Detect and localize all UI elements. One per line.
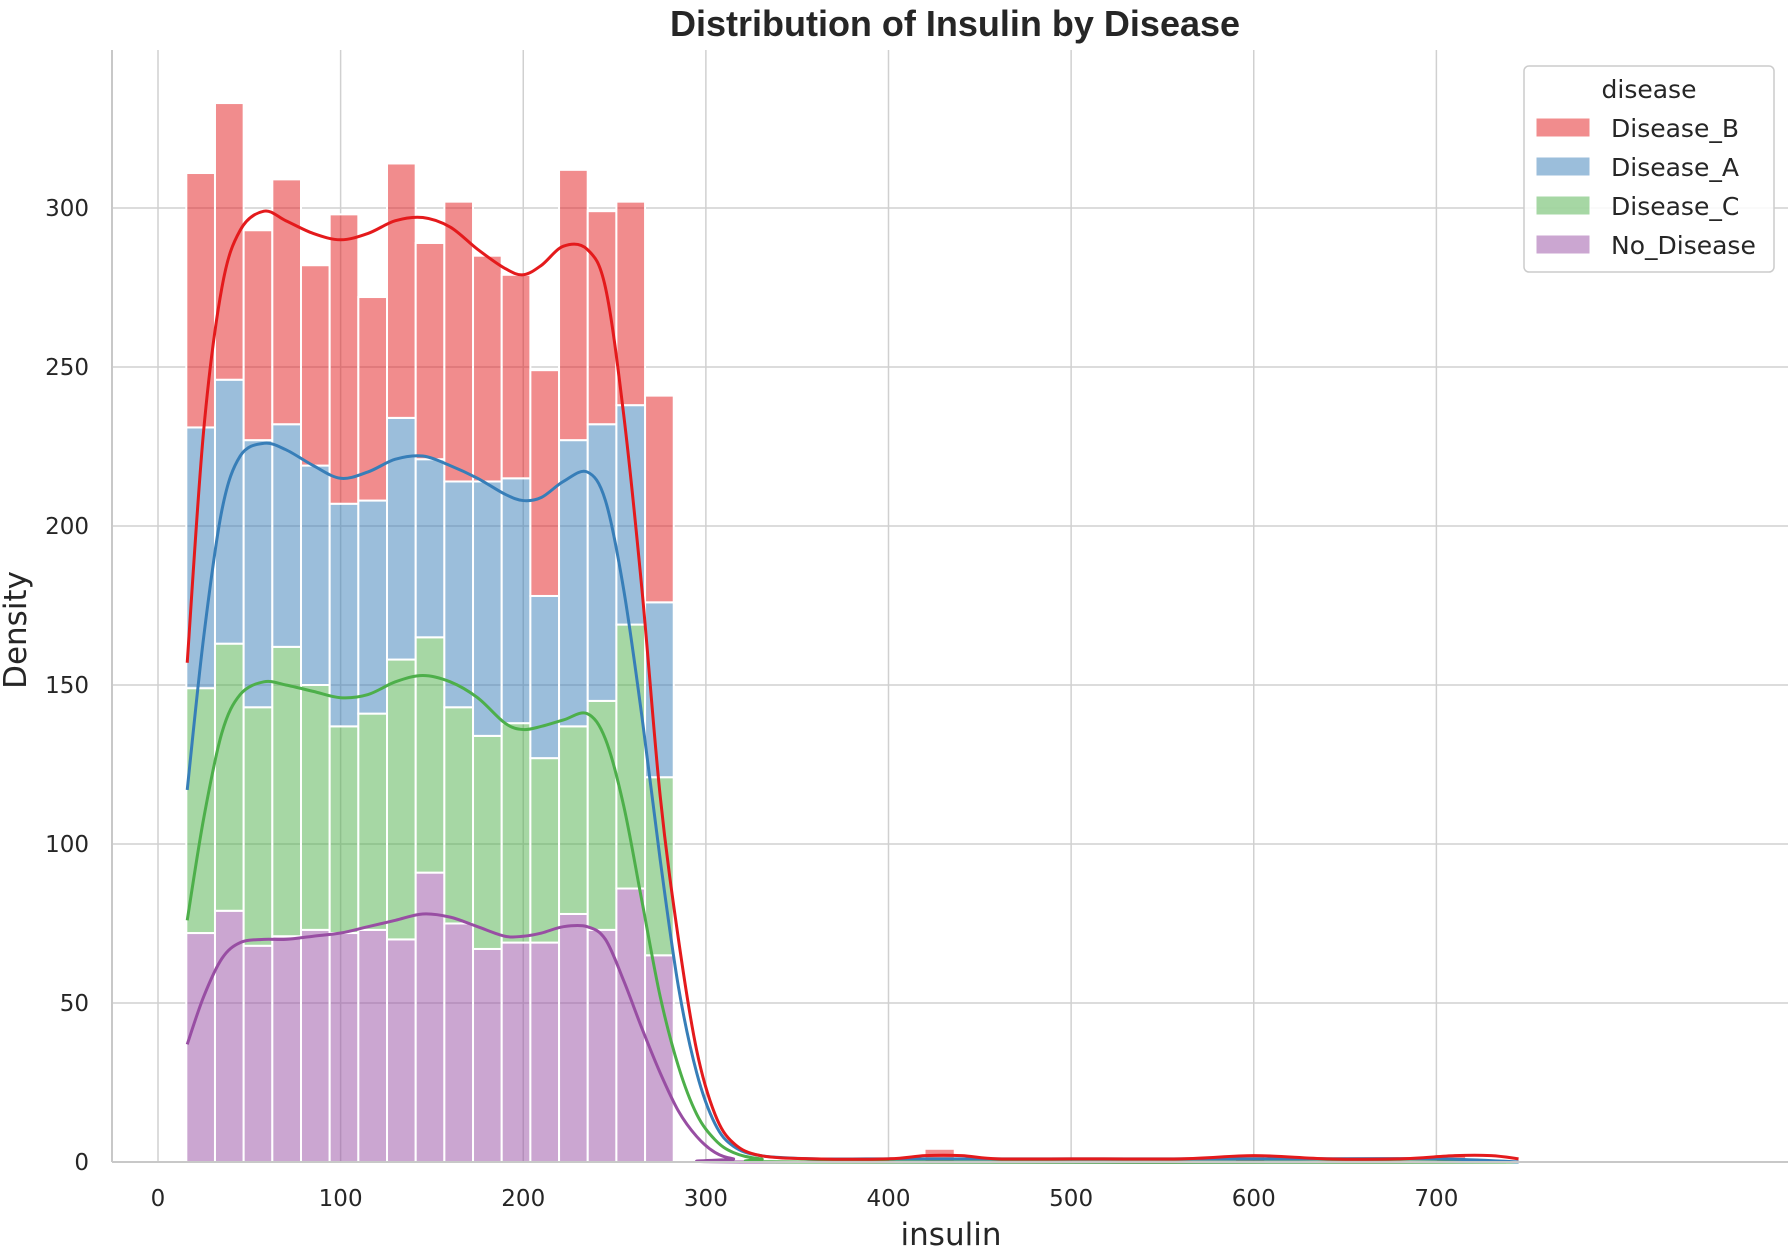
bar-disease-b-bin-12 [529, 369, 561, 597]
bar-disease-a-bin-3 [271, 423, 302, 648]
x-tick-label-200: 200 [501, 1186, 545, 1212]
legend-swatch-no-disease [1535, 234, 1591, 255]
bar-disease-c-bin-9 [443, 706, 475, 925]
bar-disease-a-bin-13 [558, 439, 589, 728]
bar-no-disease-bin-7 [386, 938, 417, 1164]
bar-no-disease-bin-2 [242, 944, 274, 1164]
legend-title: disease [1602, 75, 1697, 104]
x-axis-label: insulin [901, 1217, 1002, 1249]
x-tick-labels: 0 100 200 300 400 500 600 700 [151, 1186, 1459, 1212]
bar-disease-b-bin-10 [472, 254, 503, 483]
bar-no-disease-bin-0 [185, 932, 216, 1163]
bar-disease-c-bin-4 [299, 684, 331, 931]
bar-disease-a-bin-1 [213, 378, 245, 645]
bar-no-disease-bin-4 [299, 928, 331, 1163]
x-tick-label-500: 500 [1049, 1186, 1093, 1212]
x-tick-label-700: 700 [1414, 1186, 1458, 1212]
bar-no-disease-bin-14 [586, 928, 618, 1163]
bar-disease-c-bin-11 [500, 722, 532, 944]
axes [111, 50, 1788, 1163]
bar-no-disease-bin-10 [472, 947, 503, 1163]
bar-disease-c-bin-2 [242, 706, 274, 947]
bar-disease-b-bin-15 [615, 200, 647, 407]
bar-disease-c-bin-14 [586, 699, 618, 931]
bar-disease-a-bin-7 [386, 416, 417, 661]
bar-no-disease-bin-6 [357, 928, 389, 1163]
x-tick-label-0: 0 [151, 1186, 166, 1212]
bar-disease-c-bin-3 [271, 645, 302, 938]
y-tick-label-200: 200 [45, 514, 89, 540]
bar-no-disease-bin-9 [443, 922, 475, 1163]
y-tick-label-300: 300 [45, 196, 89, 222]
bar-no-disease-bin-5 [328, 932, 360, 1163]
bar-disease-a-bin-6 [357, 499, 389, 715]
bar-disease-b-bin-1 [213, 102, 245, 381]
bar-disease-c-bin-5 [328, 725, 360, 935]
bar-disease-b-bin-0 [185, 172, 216, 429]
bar-disease-c-bin-1 [213, 642, 245, 912]
bar-disease-a-bin-8 [414, 458, 446, 639]
legend-label-disease-c: Disease_C [1611, 192, 1739, 221]
legend: disease Disease_B Disease_A Disease_C No_Dis… [1523, 65, 1775, 273]
bar-disease-b-bin-16 [644, 394, 675, 604]
chart-title: Distribution of Insulin by Disease [670, 3, 1240, 44]
x-tick-label-300: 300 [684, 1186, 728, 1212]
bar-disease-c-bin-6 [357, 712, 389, 931]
bar-disease-c-bin-15 [615, 623, 647, 890]
bar-disease-c-bin-7 [386, 658, 417, 941]
histogram-bars [185, 102, 1467, 1164]
y-tick-labels: 0 50 100 150 200 250 300 [45, 196, 89, 1176]
y-tick-label-250: 250 [45, 355, 89, 381]
legend-label-no-disease: No_Disease [1611, 231, 1756, 260]
bar-disease-a-bin-4 [299, 464, 331, 686]
bar-disease-c-bin-10 [472, 734, 503, 950]
kde-line-disease-b [185, 209, 1519, 1161]
bar-no-disease-bin-13 [558, 912, 589, 1164]
x-tick-label-400: 400 [867, 1186, 911, 1212]
kde-line-no-disease [185, 912, 1519, 1164]
y-tick-label-150: 150 [45, 673, 89, 699]
bar-disease-a-bin-2 [242, 439, 274, 709]
bar-disease-c-bin-13 [558, 725, 589, 915]
x-tick-label-600: 600 [1232, 1186, 1276, 1212]
legend-swatch-disease-b [1535, 117, 1591, 138]
bar-disease-a-bin-5 [328, 502, 360, 728]
bar-disease-b-bin-5 [328, 213, 360, 505]
legend-label-disease-a: Disease_A [1611, 153, 1739, 182]
bar-disease-a-bin-10 [472, 480, 503, 737]
bar-disease-b-bin-8 [414, 241, 446, 461]
bar-disease-a-bin-9 [443, 480, 475, 709]
legend-swatch-disease-c [1535, 195, 1591, 216]
kde-line-disease-a [185, 441, 1519, 1164]
bar-disease-b-bin-11 [500, 273, 532, 480]
bar-disease-a-bin-11 [500, 477, 532, 725]
legend-swatch-disease-a [1535, 156, 1591, 177]
bar-disease-b-bin-2 [242, 229, 274, 442]
bar-disease-b-bin-7 [386, 162, 417, 419]
x-tick-label-100: 100 [319, 1186, 363, 1212]
y-axis-label: Density [0, 571, 34, 689]
bar-disease-b-bin-13 [558, 168, 589, 442]
y-tick-label-50: 50 [60, 991, 89, 1017]
bar-no-disease-bin-11 [500, 941, 532, 1164]
y-tick-label-100: 100 [45, 832, 89, 858]
bar-no-disease-bin-3 [271, 935, 302, 1163]
kde-curves [185, 209, 1519, 1164]
bar-disease-a-bin-12 [529, 594, 561, 760]
bar-disease-c-bin-8 [414, 636, 446, 874]
y-tick-label-0: 0 [74, 1150, 89, 1176]
bar-disease-b-bin-4 [299, 264, 331, 467]
legend-label-disease-b: Disease_B [1611, 114, 1739, 143]
bar-disease-c-bin-12 [529, 757, 561, 944]
kde-line-disease-c [185, 673, 1519, 1164]
bar-no-disease-bin-12 [529, 941, 561, 1164]
bar-disease-a-bin-14 [586, 423, 618, 702]
